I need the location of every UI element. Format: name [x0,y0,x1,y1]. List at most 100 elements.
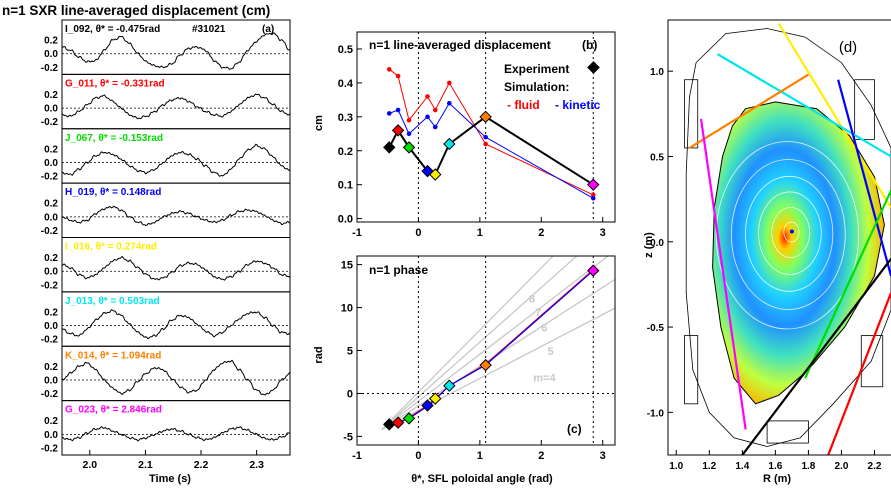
y-tick-label: 0.0 [650,238,664,249]
panel-b-ylabel: cm [313,115,325,131]
y-tick-label: 0.0 [44,430,58,441]
sxr-chord [716,53,891,158]
trace-line [61,309,291,340]
trace-label: K_014, θ* = 1.094rad [65,350,161,361]
y-tick-label: 0.0 [44,212,58,223]
legend-simulation: Simulation: [504,80,569,94]
x-tick-label: 2.0 [834,461,848,472]
wall-structure [684,335,699,405]
y-tick-label: -0.2 [41,443,59,454]
sim-point [406,117,412,123]
sxr-chord [777,22,891,209]
y-tick-label: 0.0 [44,321,58,332]
experiment-marker [429,168,442,181]
trace-line [61,205,291,227]
trace-line [61,255,291,281]
panel-d-xlabel: R (m) [763,473,791,485]
sxr-chord [827,292,891,455]
x-tick-label: 2 [538,450,544,462]
x-tick-label: 3 [600,450,606,462]
panel-b-title: n=1 line-averaged displacement [369,38,551,52]
experiment-marker [443,379,456,392]
sim-line [389,270,594,425]
experiment-marker [479,358,492,372]
x-tick-label: 1.8 [801,461,815,472]
y-tick-label: 0.2 [44,199,58,210]
y-tick-label: 0.0 [44,104,58,115]
y-tick-label: -5 [343,431,353,443]
legend-experiment-marker [587,61,600,74]
experiment-marker [402,141,416,154]
trace-box [61,400,291,456]
experiment-marker [421,399,434,412]
trace-label: J_067, θ* = -0.153rad [65,133,163,144]
m-line-label: 7 [535,307,541,319]
panel-a-shot: #31021 [192,24,226,35]
sxr-chord [688,73,809,149]
y-tick-label: 10 [341,303,353,315]
emissivity-map [712,101,885,405]
trace-label: G_011, θ* = -0.331rad [65,78,165,89]
experiment-marker [391,124,405,137]
m-line-label: 8 [529,293,535,305]
panel-a-xlabel: Time (s) [149,473,191,485]
sim-point [447,100,452,106]
flux-surface [771,207,811,258]
x-tick-label: 2 [538,227,544,239]
flux-surface [758,191,822,275]
sim-point [483,134,488,140]
y-tick-label: 0.2 [338,146,353,158]
y-tick-label: 0.2 [44,362,58,373]
sim-point [432,107,438,113]
x-tick-label: -1 [352,227,362,239]
sim-point [406,131,412,137]
trace-label: I_016, θ* = 0.274rad [65,242,157,253]
sim-point [386,111,392,116]
y-tick-label: 0.0 [338,214,353,226]
trace-line [61,32,291,70]
panel-a: I_092, θ* = -0.475rad 0.2 0.0 -0.2 G_011, θ*… [41,19,291,471]
y-tick-label: 0.1 [338,180,353,192]
sxr-chord [741,258,891,455]
trace-label: J_013, θ* = 0.503rad [65,296,160,307]
sim-point [432,124,438,130]
trace-label: I_092, θ* = -0.475rad [65,24,160,35]
m-line-label: 6 [541,323,547,335]
sim-line [388,68,594,196]
experiment-marker [443,137,456,151]
y-tick-label: -0.2 [41,117,59,128]
y-tick-label: 0.0 [44,49,58,60]
y-tick-label: 0.5 [338,44,353,56]
y-tick-label: 0.3 [338,112,353,124]
magnetic-axis [789,229,794,234]
panel-a-label: (a) [262,24,274,35]
y-tick-label: 0.2 [44,416,58,427]
y-tick-label: 0.2 [44,90,58,101]
sim-point [447,80,452,86]
sim-point [386,67,392,72]
y-tick-label: 0.0 [44,375,58,386]
sxr-chord [837,79,891,277]
sim-line [389,102,594,199]
flux-surface [715,141,860,330]
x-tick-label: 1.2 [702,461,716,472]
y-tick-label: -0.2 [41,335,59,346]
y-tick-label: 0.2 [44,36,58,47]
x-tick-label: 2.1 [138,459,153,471]
experiment-marker [587,264,600,277]
trace-line [61,143,291,177]
x-tick-label: 3 [600,227,606,239]
y-tick-label: 0 [347,388,353,400]
y-tick-label: 1.0 [650,67,664,78]
y-tick-label: 5 [347,346,353,358]
m-line-label: 5 [547,346,553,358]
y-tick-label: -0.2 [41,63,59,74]
m-line [381,256,554,430]
x-tick-label: 0 [415,450,421,462]
x-tick-label: 1 [477,450,483,462]
legend-fluid: - fluid [507,98,540,112]
panel-d: 1.0 1.2 1.4 1.6 1.8 2.0 2.2 1.0 0.5 0.0 -0.5 -1.0 [647,19,891,472]
panel-c-plot-area [381,256,615,431]
